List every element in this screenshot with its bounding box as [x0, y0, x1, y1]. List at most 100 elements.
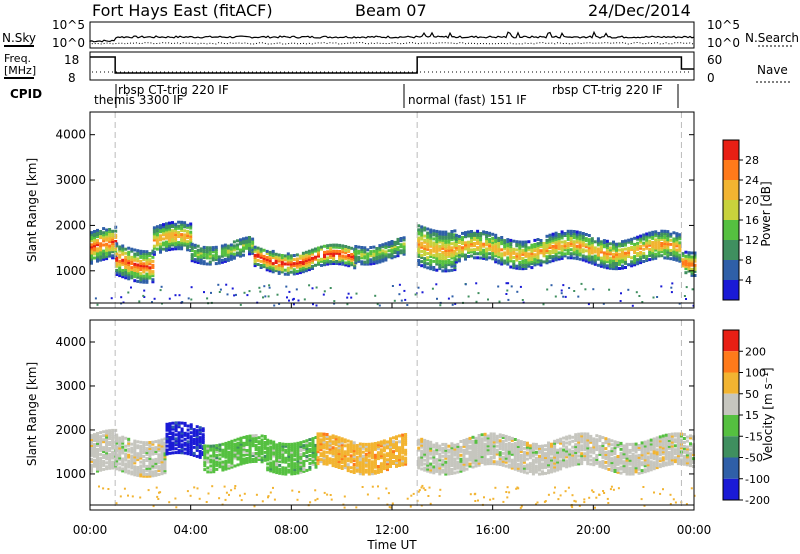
heatmap-cell — [519, 285, 522, 288]
heatmap-cell — [666, 254, 670, 258]
heatmap-cell — [121, 275, 125, 279]
heatmap-cell — [96, 447, 99, 451]
heatmap-cell — [195, 445, 199, 448]
heatmap-cell — [108, 236, 112, 240]
heatmap-cell — [152, 246, 156, 250]
heatmap-cell — [666, 244, 670, 248]
heatmap-cell — [272, 448, 276, 452]
heatmap-cell — [503, 251, 507, 255]
heatmap-cell — [563, 244, 567, 248]
heatmap-cell — [307, 251, 311, 255]
heatmap-cell — [376, 447, 380, 451]
heatmap-cell — [203, 446, 207, 450]
heatmap-cell — [299, 454, 303, 458]
heatmap-cell — [506, 250, 510, 254]
heatmap-cell — [139, 278, 143, 282]
heatmap-cell — [257, 440, 261, 444]
heatmap-cell — [682, 448, 686, 452]
heatmap-cell — [536, 256, 540, 260]
heatmap-cell — [689, 460, 692, 464]
heatmap-cell — [224, 465, 228, 469]
heatmap-cell — [480, 457, 484, 461]
heatmap-cell — [329, 260, 333, 264]
heatmap-cell — [542, 303, 545, 306]
heatmap-cell — [492, 456, 496, 460]
heatmap-cell — [547, 471, 550, 475]
heatmap-cell — [378, 246, 382, 250]
heatmap-cell — [541, 446, 544, 450]
heatmap-cell — [145, 256, 149, 260]
heatmap-cell — [159, 228, 162, 232]
heatmap-cell — [130, 446, 134, 450]
heatmap-cell — [577, 454, 581, 458]
heatmap-cell — [142, 451, 146, 454]
heatmap-cell — [684, 254, 688, 258]
heatmap-cell — [239, 248, 242, 252]
heatmap-cell — [214, 247, 218, 251]
heatmap-cell — [289, 264, 293, 268]
heatmap-cell — [384, 250, 388, 254]
heatmap-cell — [319, 438, 323, 442]
heatmap-cell — [420, 461, 424, 465]
heatmap-cell — [224, 451, 228, 455]
heatmap-cell — [209, 470, 213, 474]
heatmap-cell — [130, 247, 134, 251]
heatmap-cell — [257, 454, 261, 457]
heatmap-cell — [328, 457, 332, 461]
heatmap-cell — [566, 252, 570, 256]
heatmap-cell — [96, 253, 99, 257]
heatmap-cell — [654, 248, 658, 252]
heatmap-cell — [601, 461, 605, 465]
heatmap-cell — [199, 251, 203, 255]
heatmap-cell — [354, 259, 358, 263]
heatmap-cell — [556, 452, 560, 456]
heatmap-cell — [652, 461, 656, 465]
heatmap-cell — [256, 246, 260, 250]
heatmap-cell — [139, 264, 143, 268]
heatmap-cell — [660, 242, 664, 245]
heatmap-cell — [349, 460, 353, 464]
heatmap-cell — [530, 243, 534, 247]
heatmap-cell — [450, 254, 454, 258]
heatmap-cell — [159, 244, 162, 248]
heatmap-cell — [420, 235, 424, 239]
heatmap-cell — [482, 232, 486, 236]
heatmap-cell — [186, 436, 190, 440]
heatmap-cell — [239, 254, 242, 258]
heatmap-cell — [174, 226, 178, 230]
heatmap-cell — [560, 250, 564, 254]
heatmap-cell — [404, 462, 408, 466]
heatmap-cell — [658, 457, 662, 461]
heatmap-cell — [148, 445, 152, 448]
heatmap-cell — [441, 255, 445, 259]
heatmap-cell — [111, 440, 115, 444]
heatmap-cell — [395, 441, 398, 445]
heatmap-cell — [573, 290, 576, 292]
heatmap-cell — [420, 249, 424, 253]
heatmap-cell — [350, 255, 354, 258]
heatmap-cell — [492, 440, 496, 444]
heatmap-cell — [637, 448, 641, 451]
heatmap-cell — [593, 254, 597, 258]
heatmap-cell — [376, 441, 380, 445]
heatmap-cell — [180, 451, 184, 455]
heatmap-cell — [516, 456, 520, 460]
heatmap-cell — [525, 463, 529, 467]
heatmap-cell — [168, 246, 171, 250]
heatmap-cell — [90, 239, 93, 243]
heatmap-cell — [637, 446, 641, 449]
heatmap-cell — [159, 238, 162, 242]
heatmap-cell — [189, 222, 193, 226]
heatmap-cell — [221, 452, 225, 456]
heatmap-cell — [503, 245, 507, 249]
heatmap-cell — [654, 232, 658, 236]
heatmap-cell — [160, 446, 164, 450]
heatmap-cell — [553, 461, 557, 465]
heatmap-cell — [239, 460, 243, 464]
heatmap-cell — [105, 449, 109, 453]
heatmap-cell — [465, 451, 469, 455]
heatmap-cell — [90, 440, 93, 444]
heatmap-cell — [102, 249, 106, 253]
heatmap-cell — [287, 464, 291, 468]
heatmap-cell — [121, 244, 125, 248]
